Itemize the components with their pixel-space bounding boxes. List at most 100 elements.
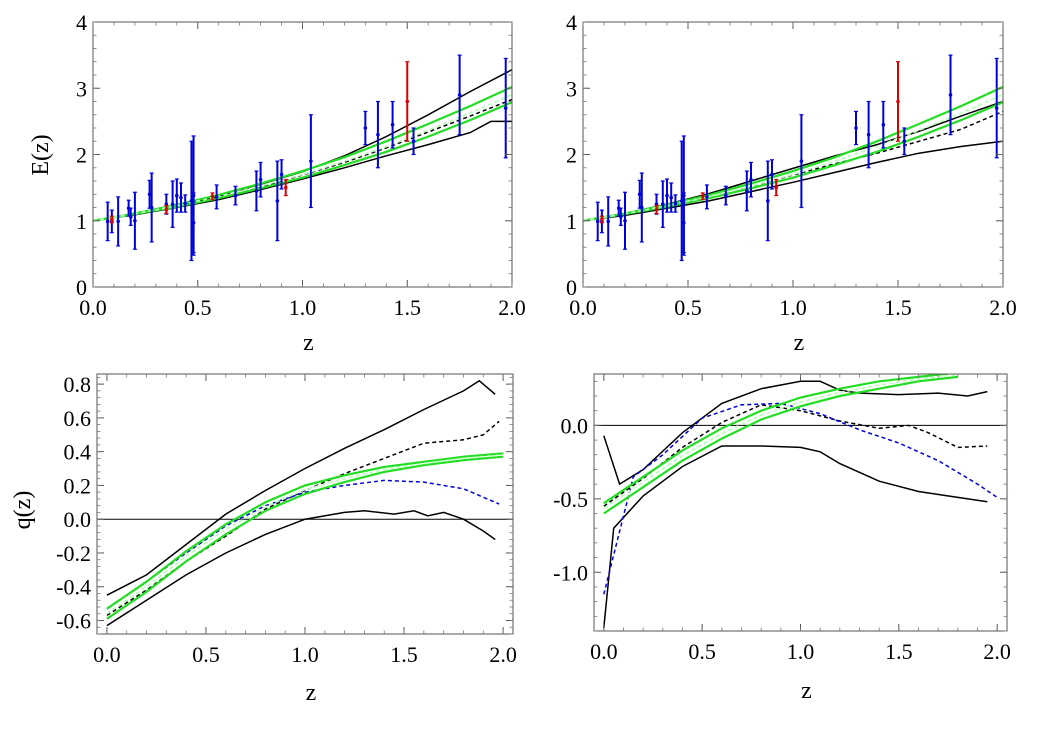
series-line-blue bbox=[603, 402, 998, 595]
errorbar-point bbox=[774, 179, 779, 197]
x-axis-label: z bbox=[794, 330, 805, 356]
errorbar-point bbox=[881, 100, 886, 149]
errorbar-point bbox=[178, 182, 183, 213]
errorbar-point bbox=[191, 192, 196, 254]
series-line-lower-bound bbox=[106, 510, 496, 627]
series-group bbox=[106, 379, 504, 627]
series-line-upper-bound bbox=[106, 379, 496, 596]
y-tick-label: 2 bbox=[566, 143, 577, 168]
errorbar-point bbox=[258, 161, 263, 198]
errorbar-point bbox=[254, 170, 259, 212]
x-tick-label: 0.0 bbox=[93, 642, 121, 667]
series-line-model-mean bbox=[603, 374, 958, 510]
y-tick-label: 3 bbox=[566, 76, 577, 101]
y-axis-label: E(z) bbox=[28, 134, 54, 175]
errorbar-point bbox=[233, 185, 238, 206]
errorbar-point bbox=[665, 178, 669, 213]
errorbar-point bbox=[623, 191, 627, 250]
errorbar-point bbox=[503, 57, 508, 159]
y-tick-label: -0.6 bbox=[56, 608, 91, 633]
y-axis-label: q(z) bbox=[10, 491, 36, 530]
y-tick-label: -0.5 bbox=[553, 487, 588, 512]
errorbar-point bbox=[866, 100, 871, 169]
x-tick-label: 1.0 bbox=[289, 295, 317, 320]
panel-q_left: 0.0 0.5 1.0 1.5 2.0 -0.6 -0.4 -0.2 0.0 0.2 0.4 0.6 0… bbox=[10, 372, 517, 706]
errorbar-point bbox=[681, 192, 686, 254]
x-axis-label: z bbox=[306, 680, 317, 706]
series-group bbox=[603, 374, 998, 629]
errorbar-point bbox=[405, 61, 410, 142]
errorbar-point bbox=[174, 178, 179, 213]
y-tick-label: 0.0 bbox=[64, 507, 92, 532]
series-line-model-lower bbox=[93, 101, 512, 222]
errorbar-point bbox=[896, 61, 900, 142]
errorbar-point bbox=[595, 201, 600, 242]
errorbar-point bbox=[283, 179, 288, 197]
x-tick-label: 0.0 bbox=[569, 295, 597, 320]
errorbar-point bbox=[854, 110, 858, 146]
x-tick-label: 0.5 bbox=[192, 642, 220, 667]
x-tick-label: 0.5 bbox=[184, 295, 212, 320]
x-tick-label: 1.5 bbox=[394, 295, 422, 320]
y-tick-label: 2 bbox=[76, 143, 87, 168]
y-tick-label: 0.8 bbox=[64, 372, 92, 397]
x-tick-label: 2.0 bbox=[498, 295, 526, 320]
errorbar-point bbox=[660, 180, 665, 228]
series-line-upper-bound bbox=[93, 69, 512, 222]
y-tick-label: 0.4 bbox=[64, 440, 92, 465]
errorbar-point bbox=[994, 57, 999, 159]
errorbar-point bbox=[183, 194, 188, 213]
x-tick-label: 1.0 bbox=[779, 295, 807, 320]
errorbar-point bbox=[770, 159, 774, 190]
errorbar-point bbox=[390, 100, 395, 149]
errorbar-point bbox=[411, 127, 416, 156]
panel-E_right: 0.0 0.5 1.0 1.5 2.0 0 1 2 3 4 z bbox=[566, 10, 1017, 356]
y-tick-label: 0.6 bbox=[64, 406, 92, 431]
errorbar-point bbox=[109, 215, 114, 224]
errorbar-point bbox=[279, 159, 284, 190]
errorbar-point bbox=[210, 192, 215, 201]
errorbar-point bbox=[749, 161, 753, 198]
errorbar-point bbox=[639, 172, 644, 243]
errorbar-point bbox=[765, 160, 770, 242]
x-tick-label: 1.5 bbox=[884, 295, 912, 320]
errorbar-point bbox=[948, 54, 953, 136]
errorbar-point bbox=[723, 185, 728, 206]
y-tick-label: -0.4 bbox=[56, 575, 91, 600]
series-line-upper-bound bbox=[583, 100, 1003, 222]
errorbar-point bbox=[700, 192, 705, 201]
errorbar-point bbox=[669, 182, 674, 213]
series-line-upper-bound bbox=[603, 380, 988, 486]
y-tick-label: 3 bbox=[76, 76, 87, 101]
series-line-mean bbox=[603, 404, 988, 507]
series-line-model-upper bbox=[106, 452, 504, 610]
errorbar-point bbox=[105, 201, 110, 242]
series-line-mean bbox=[106, 420, 500, 617]
errorbar-point bbox=[308, 114, 313, 209]
x-tick-label: 1.5 bbox=[885, 639, 913, 664]
errorbar-point bbox=[275, 160, 280, 242]
x-tick-label: 0.5 bbox=[688, 639, 716, 664]
x-tick-label: 2.0 bbox=[983, 639, 1011, 664]
plot-frame bbox=[593, 373, 1008, 632]
series-line-lower-bound bbox=[583, 140, 1003, 222]
x-tick-label: 1.0 bbox=[291, 642, 319, 667]
x-axis-label: z bbox=[801, 678, 812, 704]
series-line-model-mean bbox=[106, 454, 504, 615]
errorbar-point bbox=[170, 180, 175, 228]
errorbar-point bbox=[363, 110, 368, 146]
errorbar-point bbox=[128, 207, 133, 226]
x-tick-label: 0.0 bbox=[79, 295, 107, 320]
x-tick-label: 1.0 bbox=[787, 639, 815, 664]
y-tick-label: 4 bbox=[76, 10, 87, 35]
series-line-model-mean bbox=[93, 93, 512, 222]
errorbar-point bbox=[799, 114, 804, 209]
x-tick-label: 1.5 bbox=[390, 642, 418, 667]
errorbar-point bbox=[673, 194, 678, 213]
errorbar-point bbox=[606, 196, 611, 247]
errorbar-point bbox=[704, 184, 709, 210]
plot-frame bbox=[92, 21, 513, 288]
x-tick-label: 2.0 bbox=[989, 295, 1017, 320]
errorbar-point bbox=[375, 100, 380, 169]
